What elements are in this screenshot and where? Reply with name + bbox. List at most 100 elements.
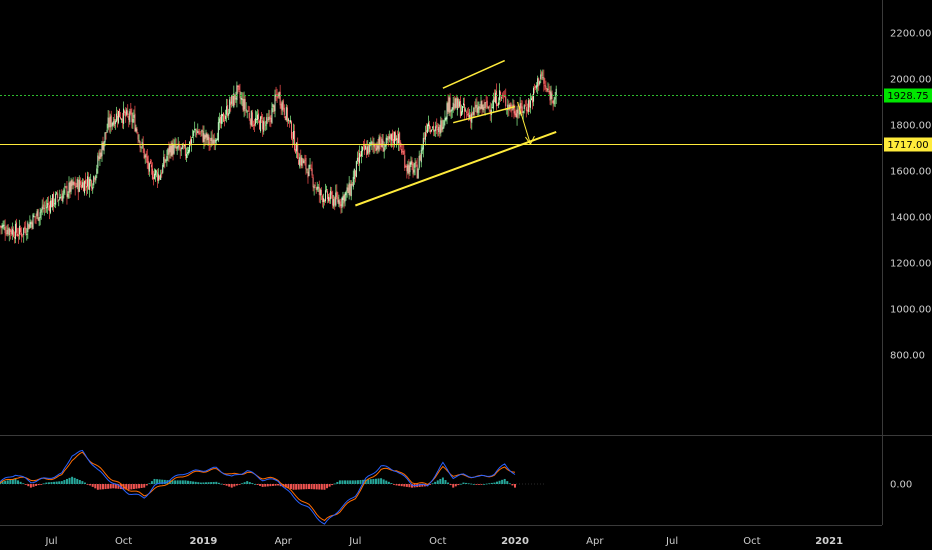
candle-body [315, 187, 317, 190]
candle-body [442, 127, 444, 130]
candle-body [525, 107, 527, 111]
candle-body [358, 153, 360, 164]
candle-body [36, 211, 38, 216]
candle-body [373, 145, 375, 147]
candle-body [108, 118, 110, 128]
candle-body [468, 112, 470, 118]
candle-body [298, 159, 300, 165]
candle-body [555, 88, 557, 97]
candle-body [379, 136, 381, 145]
candle-body [432, 127, 434, 129]
candle-body [500, 91, 502, 96]
candle-body [329, 197, 331, 202]
candle-body [389, 134, 391, 140]
candle-body [392, 138, 394, 144]
time-tick-label: Oct [743, 536, 760, 547]
candle-body [265, 124, 267, 126]
candle-body [419, 155, 421, 161]
candle-body [226, 106, 228, 115]
histogram-bar [354, 480, 357, 484]
candle-body [453, 103, 455, 110]
candle-body [344, 193, 346, 202]
histogram-bar [53, 481, 56, 484]
candle-body [93, 176, 95, 186]
histogram-bar [215, 481, 218, 484]
candle-body [455, 98, 457, 108]
histogram-bar [225, 484, 228, 486]
candle-body [492, 99, 494, 109]
candle-body [220, 114, 222, 124]
histogram-bar [233, 484, 236, 487]
candle-body [156, 171, 158, 173]
candle-body [404, 155, 406, 169]
candle-body [73, 182, 75, 185]
candle-body [445, 117, 447, 121]
histogram-bar [104, 484, 107, 490]
level-badge-1 [884, 137, 932, 152]
level-badge-label: 1928.75 [887, 91, 928, 102]
candle-body [131, 112, 133, 122]
candle-body [217, 122, 219, 141]
target-arrow-line[interactable] [517, 101, 531, 145]
candle-body [227, 105, 229, 116]
histogram-bar [171, 480, 174, 484]
candle-body [385, 137, 387, 146]
histogram-bar [506, 481, 509, 484]
histogram-bar [380, 478, 383, 484]
channel-upper-line[interactable] [442, 59, 506, 89]
histogram-bar [289, 484, 292, 490]
histogram-bar [344, 480, 347, 484]
candle-body [264, 122, 266, 124]
oscillator-axis[interactable]: 0.00 [890, 480, 912, 491]
candle-body [41, 206, 43, 210]
candle-body [426, 124, 428, 133]
candle-body [281, 102, 283, 111]
candle-body [443, 120, 445, 128]
histogram-bar [29, 484, 32, 488]
candle-body [375, 148, 377, 151]
candle-body [57, 193, 59, 199]
candle-body [457, 99, 459, 109]
candle-body [140, 146, 142, 148]
histogram-bar [326, 484, 329, 489]
candle-body [523, 105, 525, 109]
candle-body [553, 99, 555, 105]
histogram-bar [138, 484, 141, 489]
candle-body [435, 126, 437, 131]
histogram-bar [318, 484, 321, 490]
candle-body [77, 179, 79, 193]
candle-body [223, 112, 225, 122]
candle-body [116, 115, 118, 121]
channel-lower-line[interactable] [453, 105, 516, 124]
candle-body [439, 125, 441, 134]
horizontal-levels[interactable] [0, 95, 882, 145]
histogram-bar [405, 484, 408, 487]
candle-body [332, 194, 334, 206]
histogram-bar [274, 484, 277, 486]
candle-body [437, 128, 439, 130]
candle-body [397, 138, 399, 144]
histogram-bar [205, 482, 207, 484]
histogram-bar [387, 481, 390, 484]
candle-body [81, 182, 83, 188]
candle-body [405, 165, 407, 168]
candle-body [303, 160, 305, 164]
candle-body [449, 97, 451, 113]
candle-body [372, 142, 374, 145]
histogram-bar [158, 479, 161, 484]
histogram-bar [60, 481, 63, 484]
candle-body [87, 176, 89, 187]
candle-body [160, 174, 162, 180]
candle-body [169, 145, 171, 153]
candle-body [488, 106, 490, 108]
candle-body [524, 105, 526, 107]
time-axis[interactable]: Jul Oct 2019 Apr Jul Oct 2020 Apr Jul Oct 2021 [44, 536, 843, 547]
candle-body [499, 90, 501, 101]
histogram-bar [485, 483, 488, 485]
candle-body [104, 132, 106, 143]
candle-body [231, 95, 233, 104]
candle-body [354, 170, 356, 177]
price-axis[interactable]: 2400.002200.002000.001800.001600.001400.… [890, 0, 931, 362]
histogram-bar [302, 484, 305, 490]
